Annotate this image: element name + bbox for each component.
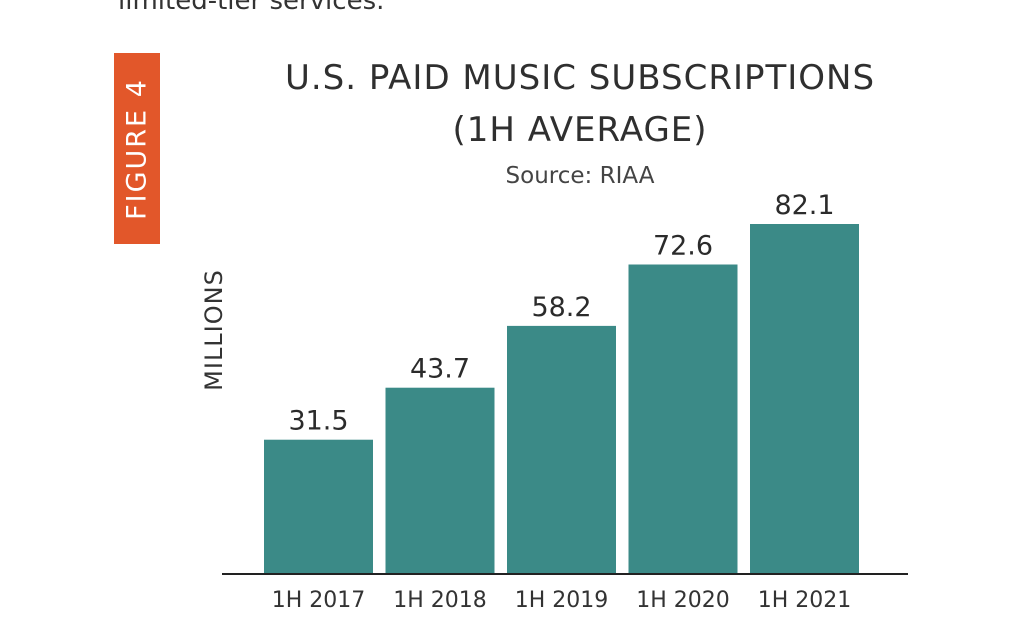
x-tick-label: 1H 2018 [393,588,487,613]
bar-1h-2017 [264,439,373,574]
data-label: 82.1 [774,190,834,221]
x-tick-label: 1H 2017 [272,588,366,613]
data-label: 72.6 [653,230,713,261]
bar-1h-2018 [385,387,495,574]
chart-title-line-2: (1H AVERAGE) [452,110,708,150]
x-tick-label: 1H 2021 [758,588,852,613]
figure-tag: FIGURE 4 [114,53,160,244]
bar-1h-2019 [507,325,616,574]
preceding-paragraph-text: limited-tier services. [118,0,385,16]
x-tick-label: 1H 2020 [636,588,730,613]
data-label: 31.5 [288,406,348,437]
bar-1h-2021 [750,224,859,574]
chart-source: Source: RIAA [505,163,655,189]
bar-1h-2020 [628,264,738,574]
x-tick-label: 1H 2019 [515,588,609,613]
data-label: 58.2 [531,292,591,323]
data-label: 43.7 [410,354,470,385]
chart-title-line-1: U.S. PAID MUSIC SUBSCRIPTIONS [284,58,876,98]
